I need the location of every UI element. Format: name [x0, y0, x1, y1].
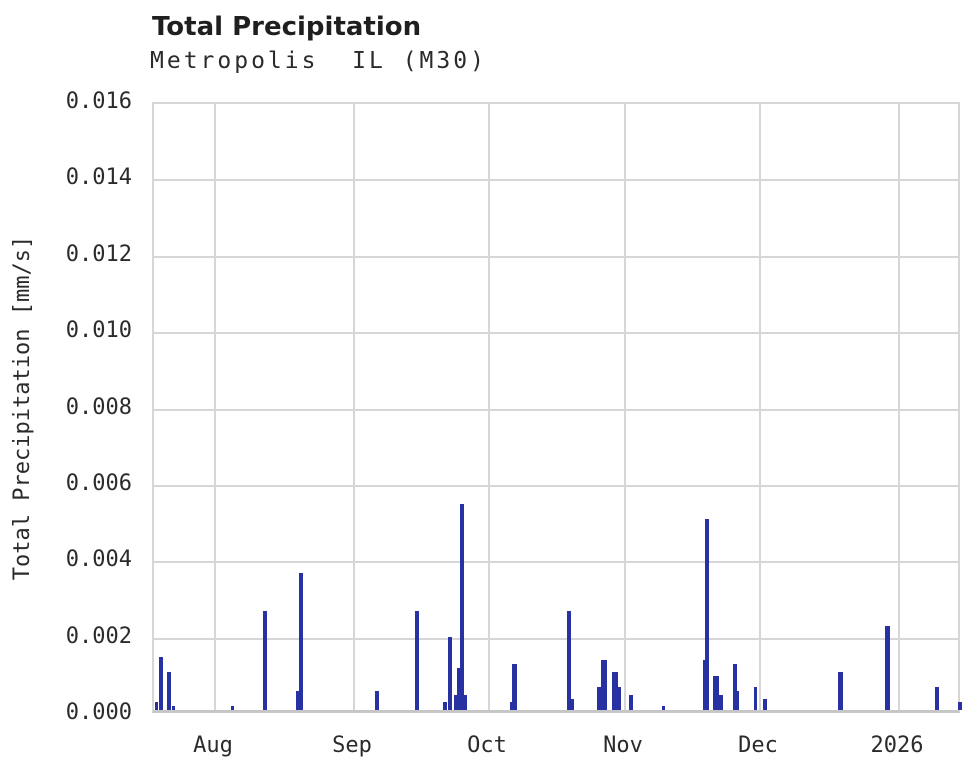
h-gridline — [154, 484, 958, 487]
v-gridline — [623, 104, 626, 710]
precipitation-bar — [159, 656, 164, 710]
y-tick-label: 0.012 — [65, 241, 132, 267]
y-tick-label: 0.002 — [65, 623, 132, 649]
precipitation-bar — [958, 702, 962, 710]
precipitation-bar — [600, 660, 607, 710]
precipitation-bar — [171, 706, 175, 710]
v-gridline — [897, 104, 900, 710]
x-tick-label: Dec — [738, 733, 778, 758]
y-tick-label: 0.010 — [65, 318, 132, 344]
h-gridline — [154, 561, 958, 564]
y-tick-label: 0.004 — [65, 547, 132, 573]
x-tick-label: Sep — [332, 733, 372, 758]
x-tick-label: 2026 — [870, 733, 924, 758]
x-tick-label: Aug — [193, 733, 233, 758]
precipitation-bar — [611, 671, 618, 710]
precipitation-bar — [298, 572, 303, 710]
precipitation-bar — [566, 610, 571, 710]
precipitation-bar — [571, 698, 575, 710]
v-gridline — [352, 104, 355, 710]
y-tick-label: 0.016 — [65, 89, 132, 114]
h-gridline — [154, 637, 958, 640]
precipitation-bar — [512, 664, 518, 710]
y-axis-label: Total Precipitation [mm/s] — [10, 235, 35, 581]
precipitation-bar — [661, 706, 665, 710]
precipitation-bar — [628, 694, 633, 710]
precipitation-bar — [885, 626, 890, 710]
chart-subtitle: Metropolis IL (M30) — [150, 48, 487, 74]
precipitation-bar — [753, 687, 757, 710]
precipitation-bar — [453, 694, 457, 710]
h-gridline — [154, 408, 958, 411]
precipitation-bar — [375, 690, 379, 710]
x-tick-label: Oct — [467, 733, 507, 758]
precipitation-bar — [509, 702, 512, 710]
precipitation-bar — [596, 687, 601, 710]
precipitation-bar — [704, 519, 709, 710]
v-gridline — [759, 104, 761, 710]
precipitation-bar — [935, 687, 940, 710]
v-gridline — [214, 104, 216, 710]
precipitation-bar — [463, 694, 467, 710]
chart-title: Total Precipitation — [152, 12, 422, 42]
h-gridline — [154, 332, 958, 335]
precipitation-bar — [230, 706, 234, 710]
precipitation-bar — [460, 503, 464, 710]
h-gridline — [154, 179, 958, 182]
v-gridline — [487, 104, 490, 710]
precipitation-bar — [167, 671, 172, 710]
y-tick-label: 0.014 — [65, 165, 132, 191]
precipitation-bar — [763, 698, 767, 710]
precipitation-bar — [154, 702, 158, 710]
precipitation-bar — [712, 675, 719, 710]
x-tick-label: Nov — [603, 733, 643, 758]
precipitation-bar — [737, 690, 740, 710]
precipitation-bar — [296, 690, 300, 710]
precipitation-bar — [447, 637, 452, 710]
precipitation-bar — [617, 687, 621, 710]
precipitation-bar — [263, 610, 268, 710]
precipitation-bar — [838, 671, 844, 710]
precipitation-bar — [442, 702, 447, 710]
precipitation-bar — [703, 660, 705, 710]
y-tick-label: 0.000 — [65, 700, 132, 725]
precipitation-bar — [718, 694, 723, 710]
y-tick-label: 0.008 — [65, 394, 132, 420]
y-tick-label: 0.006 — [65, 470, 132, 496]
precipitation-bar — [732, 664, 737, 710]
h-gridline — [154, 255, 958, 258]
precipitation-bar — [415, 610, 419, 710]
plot-area — [152, 102, 962, 713]
precipitation-bar — [456, 668, 460, 710]
